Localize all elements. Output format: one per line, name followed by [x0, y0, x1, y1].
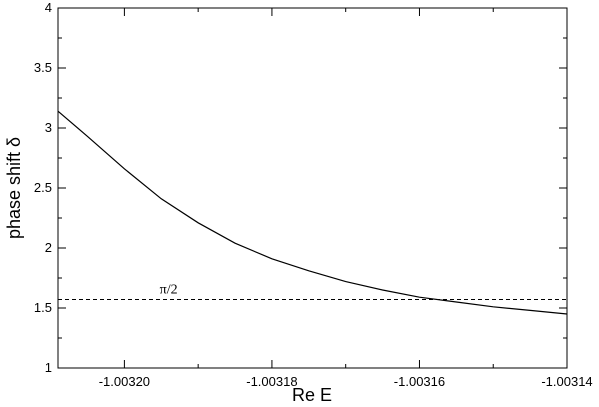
y-tick-label: 3 — [45, 120, 52, 135]
x-tick-label: -1.00320 — [99, 374, 150, 389]
x-tick-label: -1.00318 — [246, 374, 297, 389]
y-tick-label: 1 — [45, 360, 52, 375]
axis-ticks — [58, 7, 568, 369]
y-tick-labels: 1 1.5 2 2.5 3 3.5 4 — [34, 0, 52, 375]
plot-frame — [57, 7, 568, 369]
x-axis-title: Re E — [292, 385, 332, 405]
y-tick-label: 1.5 — [34, 300, 52, 315]
y-tick-label: 4 — [45, 0, 52, 15]
x-tick-label: -1.00316 — [394, 374, 445, 389]
series-layer — [57, 110, 568, 315]
y-tick-label: 2 — [45, 240, 52, 255]
y-tick-label: 3.5 — [34, 60, 52, 75]
x-tick-labels: -1.00320 -1.00318 -1.00316 -1.00314 — [99, 374, 593, 389]
reference-line-layer: π/2 — [58, 283, 567, 301]
x-tick-label: -1.00314 — [541, 374, 592, 389]
y-tick-label: 2.5 — [34, 180, 52, 195]
y-axis-title: phase shift δ — [4, 137, 24, 239]
phase-shift-curve — [57, 110, 568, 315]
pi-over-2-label: π/2 — [160, 283, 178, 298]
